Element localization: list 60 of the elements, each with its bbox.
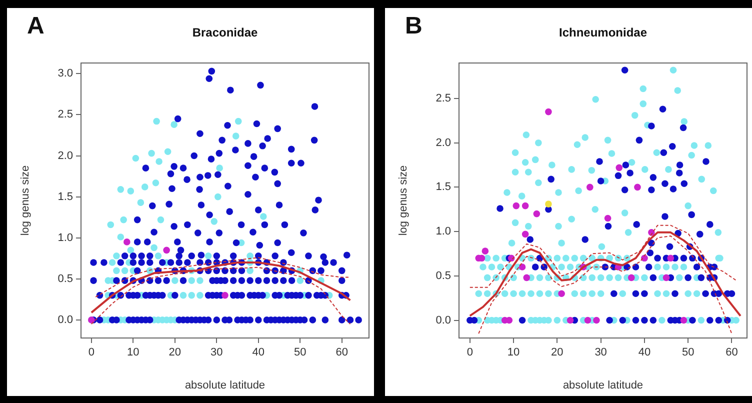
point [533,210,540,218]
y-tick-label: 0.5 [58,272,73,285]
point [545,200,552,208]
y-tick-label: 1.0 [436,226,451,238]
x-tick-label: 10 [127,346,140,359]
y-tick-label: 0.5 [436,270,451,282]
point [628,274,635,282]
y-tick-label: 2.5 [436,92,451,105]
text: B [405,12,422,40]
x-axis-title: absolute latitude [184,379,266,392]
x-tick-label: 0 [466,346,473,359]
point [512,202,520,210]
y-tick-label: 2.5 [58,108,73,121]
point [586,184,594,191]
y-axis-title: log genus size [20,165,32,236]
y-tick-label: 3.0 [58,68,73,80]
x-tick-label: 20 [168,346,182,359]
point [523,274,530,282]
y-tick-label: 0.0 [58,314,73,326]
point [558,290,565,298]
chart-title: Ichneumonidae [558,25,648,40]
x-tick-label: 20 [551,346,564,359]
y-tick-label: 2.0 [58,150,73,162]
point [522,230,529,238]
x-tick-label: 60 [336,346,348,359]
point [616,164,623,172]
point [680,316,688,324]
x-axis-title: absolute latitude [562,379,644,392]
point [667,254,674,262]
x-tick-label: 40 [638,346,651,359]
point [584,316,592,324]
x-tick-label: 30 [594,346,607,359]
x-tick-label: 0 [88,346,94,359]
point [482,248,489,254]
point [222,292,228,299]
point [506,316,513,324]
point [662,274,670,282]
point [124,238,130,246]
point [545,108,552,116]
point [518,264,526,270]
y-tick-label: 1.0 [58,232,73,244]
y-tick-label: 0.0 [436,314,451,326]
x-tick-label: 50 [682,346,694,359]
y-tick-label: 1.5 [436,181,451,194]
y-tick-label: 2.0 [436,136,451,149]
point [634,184,641,191]
y-tick-label: 1.5 [58,190,73,203]
x-tick-label: 10 [507,346,520,359]
chart-title: Braconidae [192,25,258,40]
text: A [27,12,44,40]
x-tick-label: 40 [252,346,265,359]
point [593,316,600,324]
y-axis-title: log genus size [398,165,410,236]
x-tick-label: 30 [210,346,223,359]
point [566,316,574,324]
point [604,214,612,222]
point [163,246,170,254]
point [522,202,529,210]
x-tick-label: 50 [294,346,306,359]
x-tick-label: 60 [726,346,738,359]
